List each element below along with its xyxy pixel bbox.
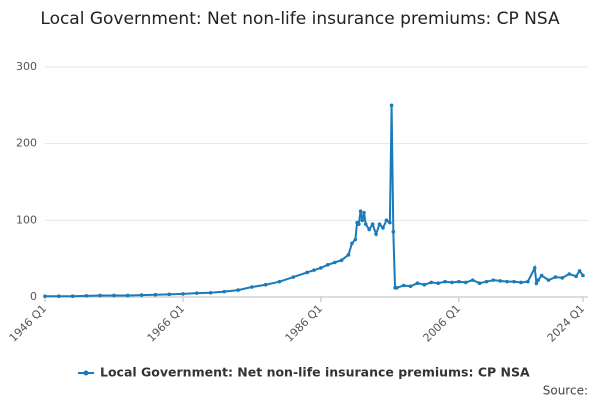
legend-marker: [83, 370, 89, 376]
point: [443, 279, 447, 284]
point: [250, 285, 254, 289]
point: [374, 232, 378, 236]
point: [236, 288, 240, 292]
point: [415, 281, 420, 286]
series-line: [45, 105, 584, 298]
chart-title: Local Government: Net non-life insurance…: [40, 9, 560, 29]
y-tick-label: 100: [16, 213, 37, 226]
x-tick-label: 1946 Q1: [7, 302, 50, 345]
point: [263, 282, 268, 287]
point: [539, 273, 544, 278]
point: [574, 274, 578, 279]
point: [139, 293, 144, 297]
point: [484, 279, 489, 284]
point: [363, 222, 368, 226]
point: [498, 279, 503, 283]
point: [505, 279, 509, 284]
y-tick-label: 0: [30, 290, 37, 303]
point: [429, 280, 434, 285]
point: [167, 292, 171, 297]
point: [532, 266, 537, 270]
point: [526, 279, 530, 284]
point: [370, 222, 375, 226]
point: [450, 280, 454, 285]
point: [346, 253, 351, 257]
point: [350, 241, 354, 246]
point: [457, 279, 461, 284]
point: [512, 279, 516, 284]
x-tick-label: 2024 Q1: [545, 302, 588, 345]
point: [222, 289, 227, 294]
point: [208, 290, 213, 295]
point: [377, 222, 382, 226]
point: [401, 283, 406, 288]
point: [360, 218, 365, 223]
point: [277, 279, 282, 284]
point: [381, 226, 385, 230]
legend-label: Local Government: Net non-life insurance…: [100, 365, 530, 380]
point: [332, 260, 337, 265]
x-tick-label: 1986 Q1: [283, 302, 326, 345]
point: [312, 268, 316, 272]
point: [353, 237, 358, 242]
point: [391, 230, 396, 234]
point: [112, 293, 116, 298]
point: [384, 218, 389, 223]
y-tick-label: 200: [16, 137, 37, 150]
point: [577, 269, 582, 273]
point: [291, 275, 296, 279]
point: [319, 266, 323, 270]
point: [389, 103, 394, 108]
point: [534, 281, 539, 286]
point: [470, 278, 475, 282]
point: [394, 286, 399, 290]
point: [477, 281, 482, 286]
point: [305, 270, 309, 275]
point: [463, 280, 468, 285]
x-tick-label: 2006 Q1: [421, 302, 464, 345]
point: [408, 284, 413, 289]
point: [581, 273, 585, 278]
point: [357, 222, 361, 226]
y-tick-label: 300: [16, 60, 37, 73]
point: [388, 220, 392, 225]
point: [560, 276, 565, 280]
point: [125, 293, 130, 298]
point: [70, 294, 75, 299]
point: [536, 278, 540, 282]
point: [43, 294, 47, 299]
point: [153, 292, 158, 297]
point: [422, 282, 427, 287]
point: [325, 263, 330, 267]
point: [436, 281, 440, 286]
point: [519, 280, 523, 285]
point: [84, 294, 89, 298]
point: [358, 209, 363, 213]
point: [546, 278, 551, 282]
point: [194, 291, 199, 295]
point: [56, 294, 61, 299]
point: [553, 275, 558, 279]
point: [339, 258, 344, 263]
point: [567, 272, 572, 276]
x-tick-label: 1966 Q1: [145, 302, 188, 345]
point: [362, 210, 366, 215]
point: [367, 227, 371, 232]
point: [181, 292, 185, 296]
point: [98, 293, 102, 298]
point: [491, 278, 496, 282]
source: Source:: [543, 384, 588, 398]
